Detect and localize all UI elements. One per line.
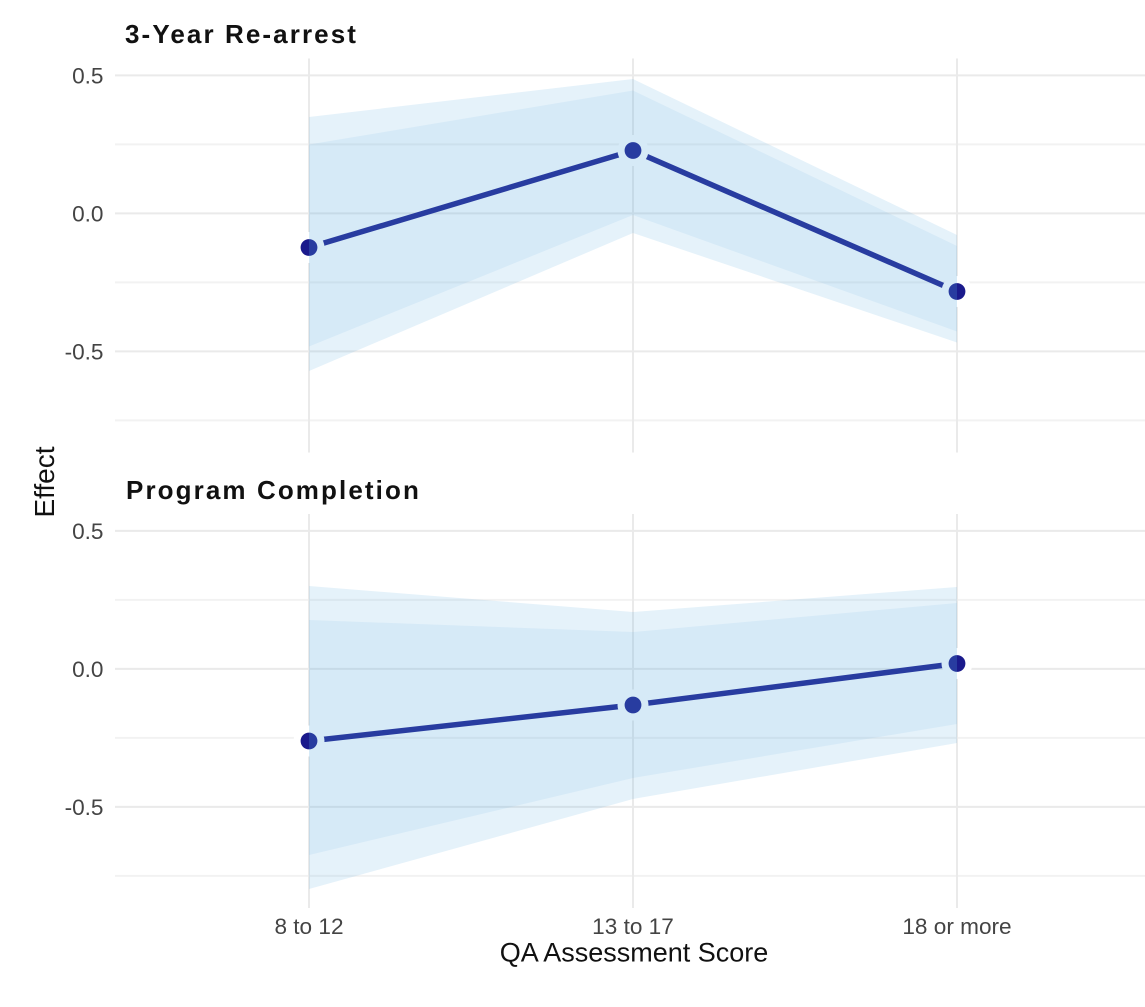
svg-text:Program Completion: Program Completion	[126, 475, 421, 505]
svg-text:3-Year Re-arrest: 3-Year Re-arrest	[125, 19, 358, 49]
svg-text:0.0: 0.0	[72, 201, 103, 226]
svg-text:Effect: Effect	[29, 446, 60, 517]
svg-text:QA Assessment Score: QA Assessment Score	[500, 938, 769, 968]
svg-text:18 or more: 18 or more	[902, 914, 1011, 939]
svg-text:-0.5: -0.5	[65, 339, 104, 364]
svg-text:13 to 17: 13 to 17	[592, 914, 674, 939]
svg-text:0.0: 0.0	[72, 657, 103, 682]
svg-text:0.5: 0.5	[72, 63, 103, 88]
svg-text:-0.5: -0.5	[65, 795, 104, 820]
svg-text:0.5: 0.5	[72, 519, 103, 544]
svg-text:8 to 12: 8 to 12	[274, 914, 343, 939]
